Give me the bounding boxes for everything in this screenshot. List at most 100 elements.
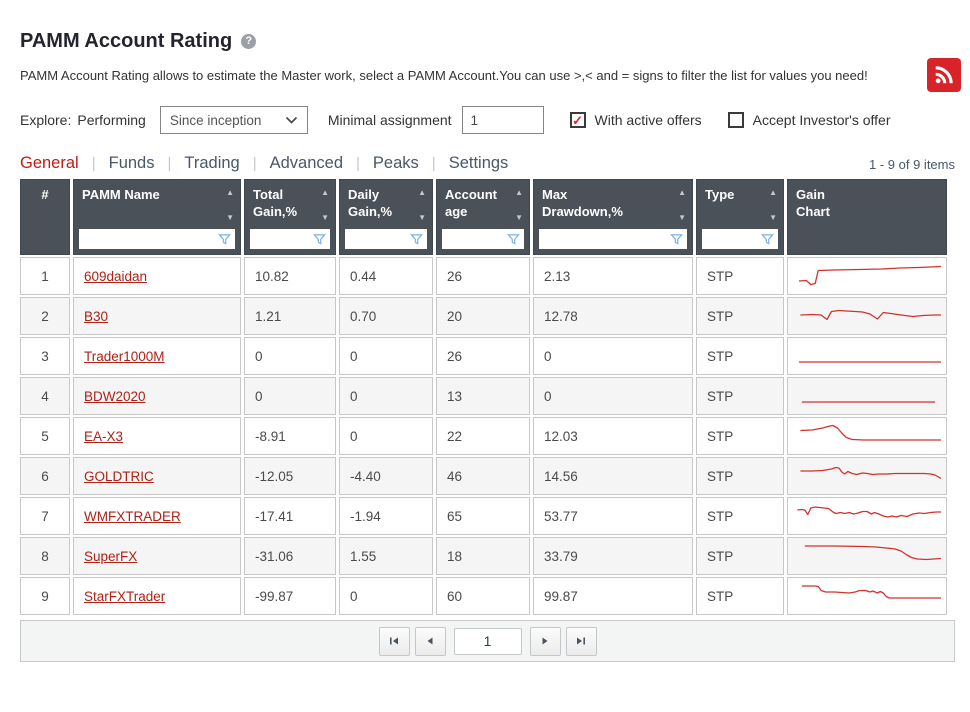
sort-arrows[interactable]: ▲ ▼ xyxy=(321,189,329,222)
column-title: Daily Gain,% xyxy=(348,187,393,219)
accept-investors-offer-checkbox[interactable]: Accept Investor's offer xyxy=(727,112,890,128)
filter-input-max-drawdown[interactable] xyxy=(539,229,687,249)
period-select-value: Since inception xyxy=(169,112,262,128)
table-row: 2 B30 1.21 0.70 20 12.78 STP xyxy=(20,297,947,335)
cell-total-gain: 0 xyxy=(244,337,336,375)
pamm-rating-page: PAMM Account Rating ? PAMM Account Ratin… xyxy=(0,30,970,662)
pamm-account-link[interactable]: Trader1000M xyxy=(84,348,165,364)
pamm-account-link[interactable]: B30 xyxy=(84,308,109,324)
cell-daily-gain: 0.70 xyxy=(339,297,433,335)
table-row: 5 EA-X3 -8.91 0 22 12.03 STP xyxy=(20,417,947,455)
cell-gain-chart xyxy=(787,457,947,495)
cell-type: STP xyxy=(696,297,784,335)
filter-input-name[interactable] xyxy=(79,229,235,249)
explore-label: Explore: xyxy=(20,112,72,128)
sort-asc-icon: ▲ xyxy=(769,188,777,197)
filter-bar: Explore: Performing Since inception Mini… xyxy=(20,106,970,134)
cell-pamm-name: SuperFX xyxy=(73,537,241,575)
cell-daily-gain: -4.40 xyxy=(339,457,433,495)
cell-account-age: 46 xyxy=(436,457,530,495)
filter-input-total-gain[interactable] xyxy=(250,229,330,249)
help-icon[interactable]: ? xyxy=(241,34,257,49)
filter-input-daily-gain[interactable] xyxy=(345,229,427,249)
column-header-total-gain[interactable]: Total Gain,% ▲ ▼ xyxy=(244,179,336,255)
column-header-type[interactable]: Type ▲ ▼ xyxy=(696,179,784,255)
cell-max-drawdown: 0 xyxy=(533,377,693,415)
cell-index: 9 xyxy=(20,577,70,615)
cell-index: 1 xyxy=(20,257,70,295)
next-page-button[interactable] xyxy=(529,626,561,656)
pamm-account-link[interactable]: SuperFX xyxy=(84,548,138,564)
page-description: PAMM Account Rating allows to estimate t… xyxy=(20,68,868,83)
filter-input-account-age[interactable] xyxy=(442,229,524,249)
cell-daily-gain: -1.94 xyxy=(339,497,433,535)
sort-arrows[interactable]: ▲ ▼ xyxy=(678,189,686,222)
sort-desc-icon: ▼ xyxy=(226,213,234,222)
tab-advanced[interactable]: Advanced xyxy=(269,154,344,172)
tab-trading[interactable]: Trading xyxy=(184,154,240,172)
cell-type: STP xyxy=(696,417,784,455)
first-page-button[interactable] xyxy=(378,626,410,656)
cell-account-age: 18 xyxy=(436,537,530,575)
filter-input-type[interactable] xyxy=(702,229,778,249)
cell-pamm-name: EA-X3 xyxy=(73,417,241,455)
pamm-account-link[interactable]: GOLDTRIC xyxy=(84,468,154,484)
table-row: 8 SuperFX -31.06 1.55 18 33.79 STP xyxy=(20,537,947,575)
cell-total-gain: -12.05 xyxy=(244,457,336,495)
pamm-account-link[interactable]: StarFXTrader xyxy=(84,588,166,604)
with-active-offers-checkbox[interactable]: ✓ With active offers xyxy=(569,112,702,128)
tab-peaks[interactable]: Peaks xyxy=(372,154,419,172)
cell-pamm-name: B30 xyxy=(73,297,241,335)
page-title: PAMM Account Rating xyxy=(20,30,233,52)
cell-daily-gain: 0 xyxy=(339,417,433,455)
pagination-bar xyxy=(20,620,955,662)
prev-page-button[interactable] xyxy=(414,626,446,656)
pamm-account-link[interactable]: WMFXTRADER xyxy=(84,508,181,524)
cell-account-age: 65 xyxy=(436,497,530,535)
last-page-button[interactable] xyxy=(565,626,597,656)
page-number-input[interactable] xyxy=(453,627,522,655)
tab-settings[interactable]: Settings xyxy=(448,154,509,172)
header-content: Daily Gain,% ▲ ▼ xyxy=(340,180,432,254)
gain-sparkline-chart xyxy=(800,466,942,479)
cell-type: STP xyxy=(696,377,784,415)
header-content: Gain Chart xyxy=(788,180,946,254)
column-header-name[interactable]: PAMM Name ▲ ▼ xyxy=(73,179,241,255)
rss-icon[interactable] xyxy=(927,58,961,92)
title-row: PAMM Account Rating ? xyxy=(20,30,970,53)
sort-desc-icon: ▼ xyxy=(321,213,329,222)
gain-sparkline-chart xyxy=(798,360,941,363)
cell-gain-chart xyxy=(787,297,947,335)
column-header-account-age[interactable]: Account age ▲ ▼ xyxy=(436,179,530,255)
header-content: Max Drawdown,% ▲ ▼ xyxy=(534,180,692,254)
seek-first-icon xyxy=(390,637,398,645)
sort-arrows[interactable]: ▲ ▼ xyxy=(226,189,234,222)
table-row: 4 BDW2020 0 0 13 0 STP xyxy=(20,377,947,415)
period-select[interactable]: Since inception xyxy=(159,106,308,134)
column-title: Gain Chart xyxy=(796,187,830,219)
sort-arrows[interactable]: ▲ ▼ xyxy=(515,189,523,222)
gain-sparkline-chart xyxy=(800,424,941,441)
minimal-assignment-input[interactable] xyxy=(461,106,544,134)
tab-separator: | xyxy=(431,155,436,172)
column-header-daily-gain[interactable]: Daily Gain,% ▲ ▼ xyxy=(339,179,433,255)
tab-general[interactable]: General xyxy=(20,154,79,172)
tab-funds[interactable]: Funds xyxy=(108,154,155,172)
sort-arrows[interactable]: ▲ ▼ xyxy=(769,189,777,222)
gain-sparkline-chart xyxy=(797,505,941,518)
table-row: 1 609daidan 10.82 0.44 26 2.13 STP xyxy=(20,257,947,295)
pamm-account-link[interactable]: BDW2020 xyxy=(84,388,146,404)
pamm-account-link[interactable]: EA-X3 xyxy=(84,428,124,444)
sort-arrows[interactable]: ▲ ▼ xyxy=(418,189,426,222)
cell-type: STP xyxy=(696,337,784,375)
sort-asc-icon: ▲ xyxy=(515,188,523,197)
cell-type: STP xyxy=(696,497,784,535)
performing-label: Performing xyxy=(77,112,146,128)
gain-sparkline-chart xyxy=(798,265,942,285)
cell-total-gain: -8.91 xyxy=(244,417,336,455)
cell-daily-gain: 1.55 xyxy=(339,537,433,575)
pamm-account-link[interactable]: 609daidan xyxy=(84,268,148,284)
cell-index: 8 xyxy=(20,537,70,575)
tabs-row: General | Funds | Trading | Advanced | Peaks | Set… xyxy=(20,154,955,173)
column-header-max-drawdown[interactable]: Max Drawdown,% ▲ ▼ xyxy=(533,179,693,255)
